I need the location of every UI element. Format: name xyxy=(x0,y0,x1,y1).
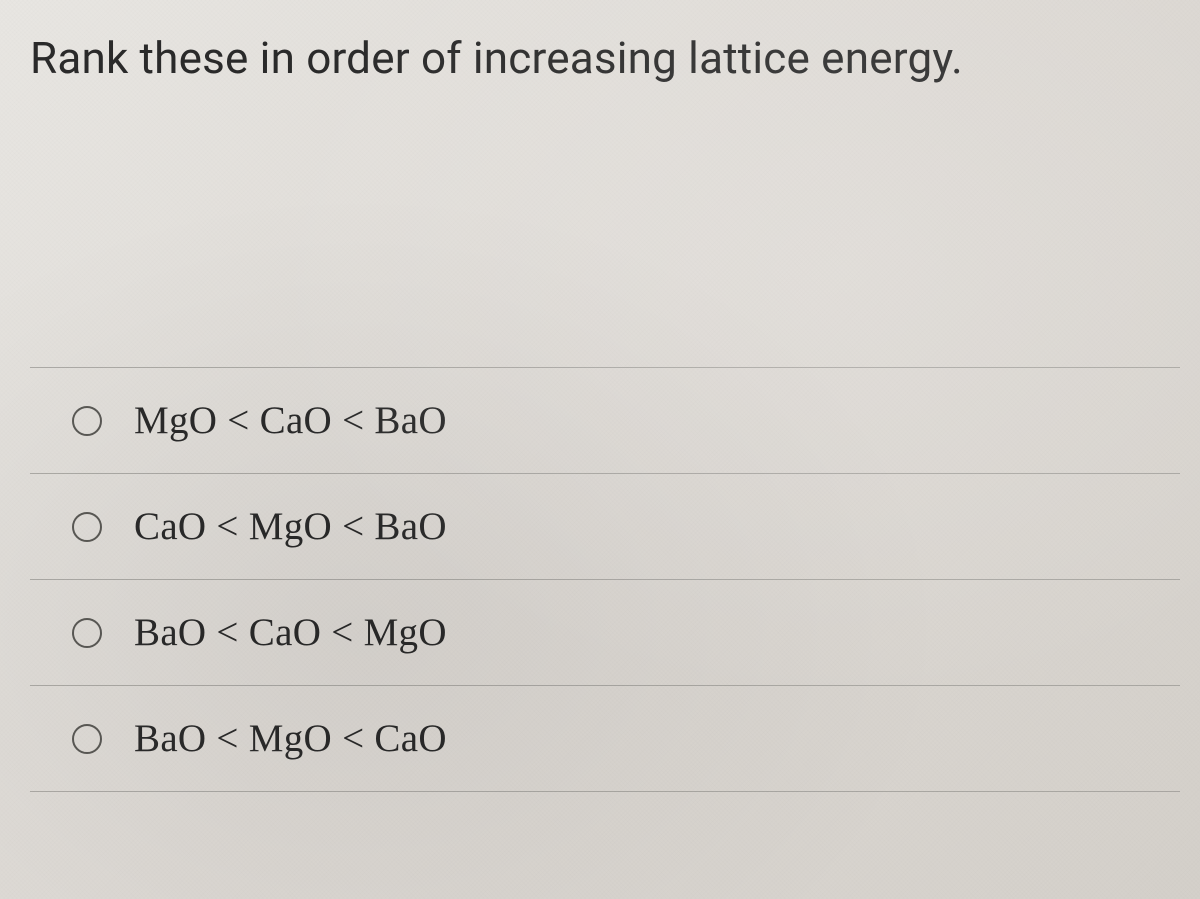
radio-icon[interactable] xyxy=(72,618,102,648)
option-label: BaO < CaO < MgO xyxy=(134,610,447,655)
option-row[interactable]: BaO < MgO < CaO xyxy=(30,686,1180,792)
radio-icon[interactable] xyxy=(72,512,102,542)
option-label: MgO < CaO < BaO xyxy=(134,398,447,443)
option-label: CaO < MgO < BaO xyxy=(134,504,447,549)
option-row[interactable]: BaO < CaO < MgO xyxy=(30,580,1180,686)
options-list: MgO < CaO < BaO CaO < MgO < BaO BaO < Ca… xyxy=(30,367,1180,792)
option-row[interactable]: CaO < MgO < BaO xyxy=(30,474,1180,580)
radio-icon[interactable] xyxy=(72,724,102,754)
radio-icon[interactable] xyxy=(72,406,102,436)
question-text: Rank these in order of increasing lattic… xyxy=(30,30,1180,87)
option-label: BaO < MgO < CaO xyxy=(134,716,447,761)
option-row[interactable]: MgO < CaO < BaO xyxy=(30,368,1180,474)
